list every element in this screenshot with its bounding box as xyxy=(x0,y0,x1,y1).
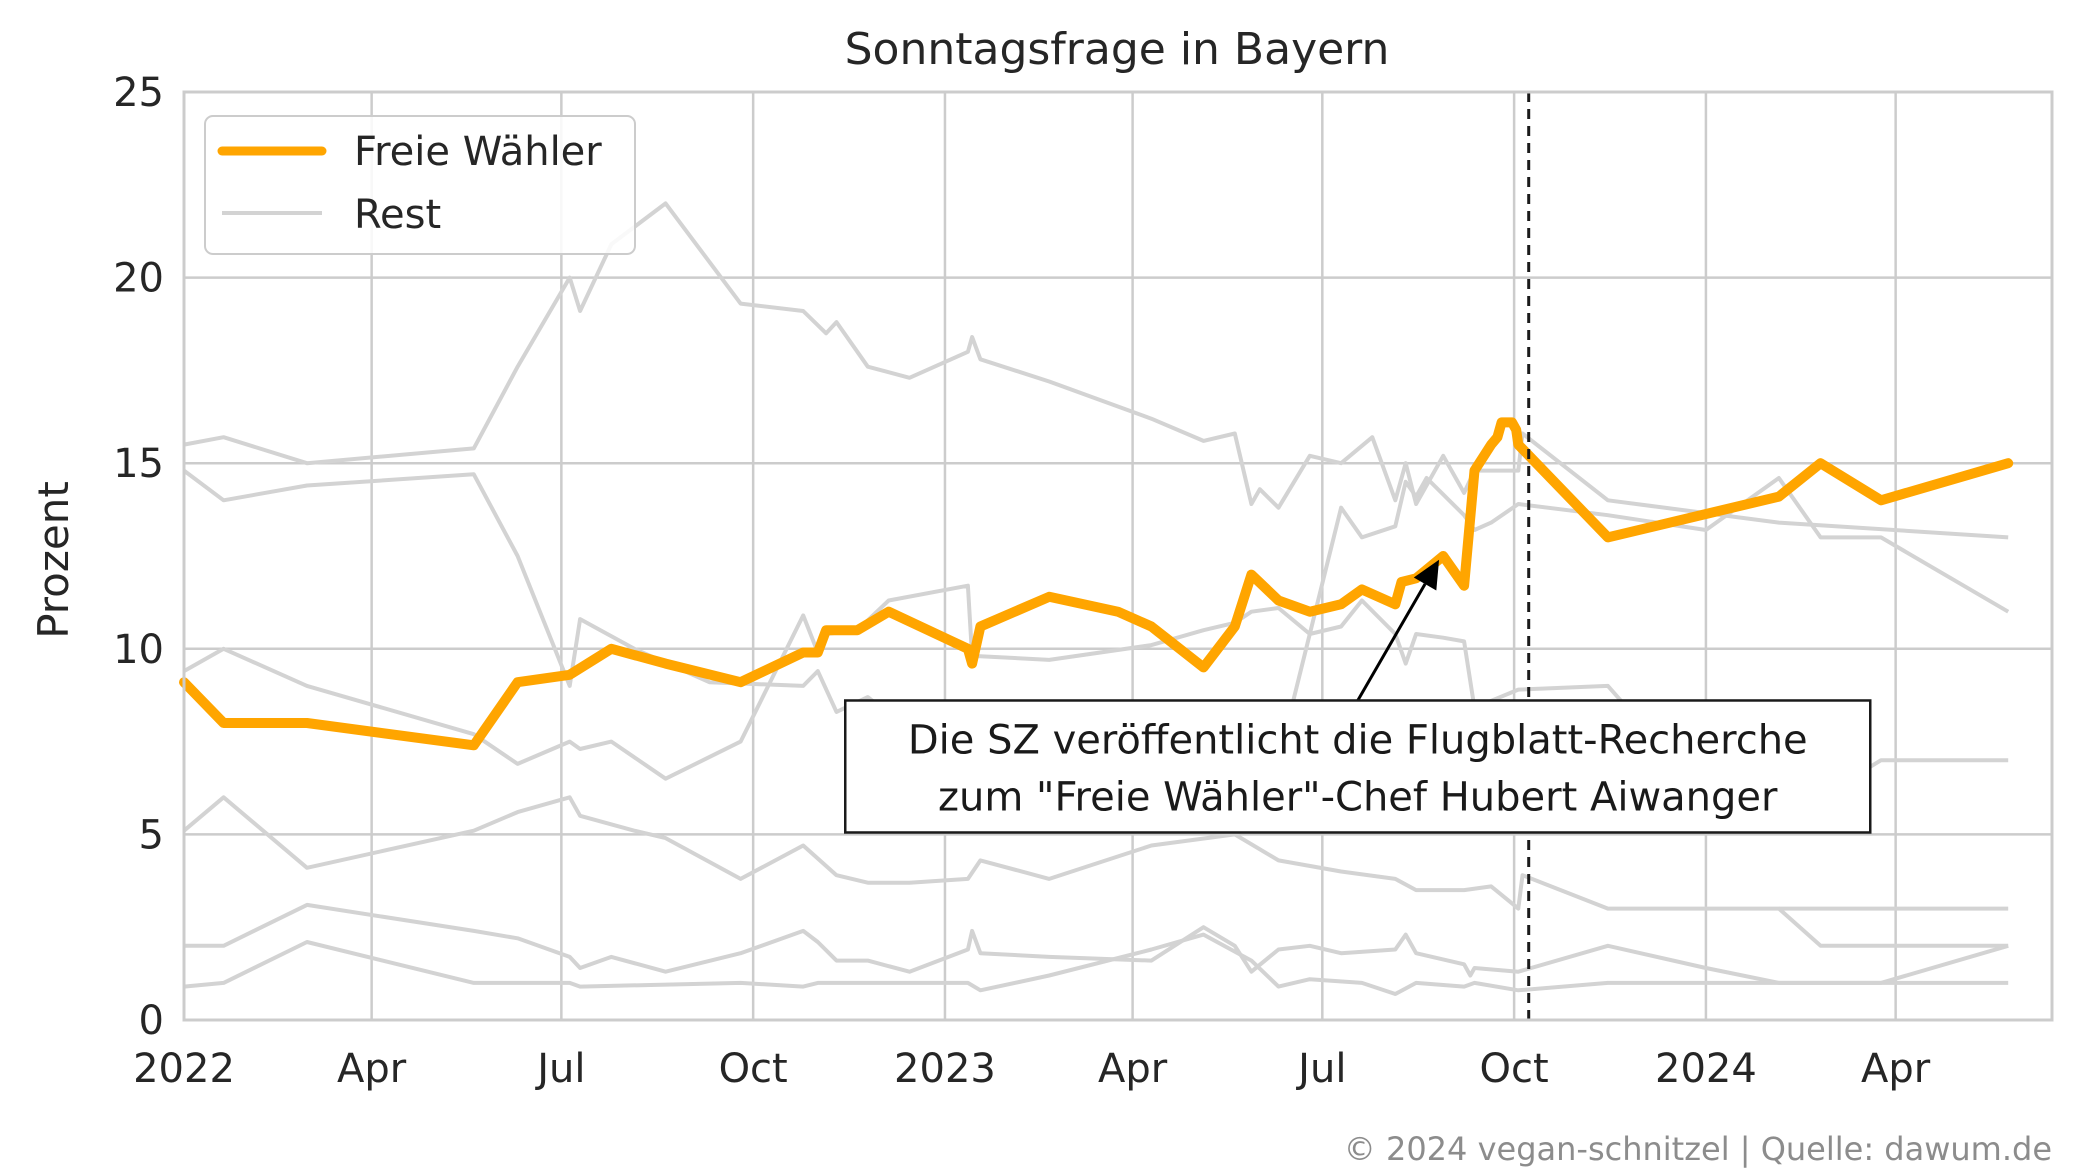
plot-frame xyxy=(182,90,2054,1022)
freie-waehler-series-group xyxy=(179,417,2014,751)
y-axis-label: Prozent xyxy=(29,481,78,639)
annotation-arrow-head xyxy=(1413,559,1440,591)
legend: Freie Wähler Rest xyxy=(204,115,636,255)
x-tick-label-9: Apr xyxy=(1861,1046,1931,1092)
x-tick-label-0: 2022 xyxy=(133,1046,235,1092)
chart-title: Sonntagsfrage in Bayern xyxy=(845,24,1390,75)
rest-series-line-0 xyxy=(183,201,2009,540)
annotation-arrow xyxy=(1356,583,1427,702)
y-tick-label-1: 5 xyxy=(139,812,164,858)
annotation-text-line-2: zum "Freie Wähler"-Chef Hubert Aiwanger xyxy=(938,774,1778,820)
x-tick-labels: 2022 Apr Jul Oct 2023 Apr Jul Oct 2024 Apr xyxy=(133,1046,1931,1092)
freie-waehler-series-line xyxy=(179,417,2014,751)
annotation-text-line-1: Die SZ veröffentlicht die Flugblatt-Rech… xyxy=(908,717,1808,763)
y-tick-labels: 0 5 10 15 20 25 xyxy=(113,70,164,1044)
y-tick-label-2: 10 xyxy=(113,627,164,673)
x-tick-label-1: Apr xyxy=(337,1046,407,1092)
annotation: Die SZ veröffentlicht die Flugblatt-Rech… xyxy=(844,559,1872,834)
footer-credit: © 2024 vegan-schnitzel | Quelle: dawum.d… xyxy=(1344,1130,2052,1168)
x-tick-label-6: Jul xyxy=(1295,1046,1346,1092)
legend-label-freie-waehler: Freie Wähler xyxy=(354,129,602,175)
x-tick-label-4: 2023 xyxy=(894,1046,996,1092)
legend-label-rest: Rest xyxy=(354,192,441,238)
rest-series-line-3 xyxy=(182,795,2009,948)
y-tick-label-3: 15 xyxy=(113,441,164,487)
rest-series-line-5 xyxy=(183,932,2009,996)
x-tick-label-7: Oct xyxy=(1480,1046,1549,1092)
rest-series-line-4 xyxy=(184,902,2009,985)
rest-series-group xyxy=(182,201,2010,996)
y-tick-label-5: 25 xyxy=(113,70,164,116)
rest-series-line-2 xyxy=(183,583,2009,800)
y-tick-label-0: 0 xyxy=(139,998,164,1044)
x-tick-label-5: Apr xyxy=(1098,1046,1168,1092)
y-tick-label-4: 20 xyxy=(113,256,164,302)
x-tick-label-3: Oct xyxy=(719,1046,788,1092)
x-tick-label-8: 2024 xyxy=(1655,1046,1757,1092)
annotation-box xyxy=(844,699,1872,834)
x-tick-label-2: Jul xyxy=(534,1046,585,1092)
